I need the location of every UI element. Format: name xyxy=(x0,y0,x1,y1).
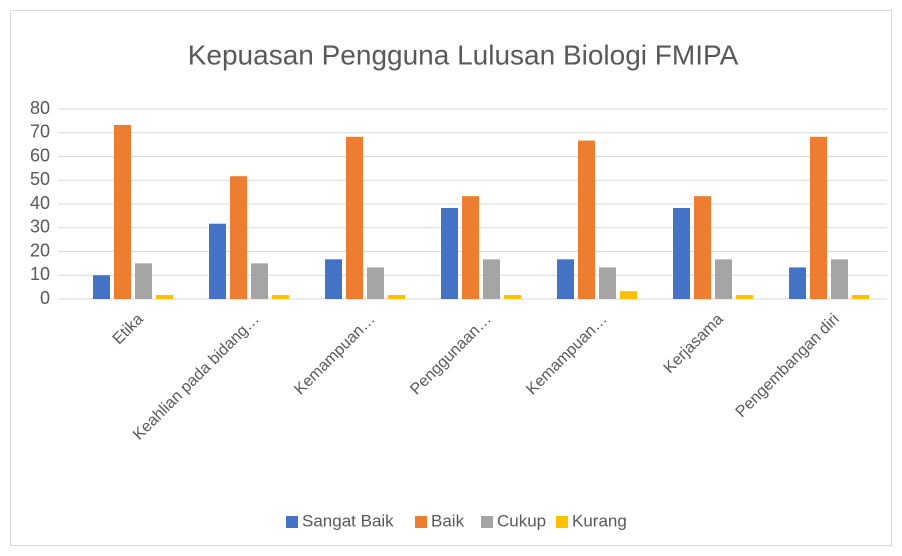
bar xyxy=(599,267,616,299)
y-tick-label: 50 xyxy=(30,169,50,189)
legend-swatch xyxy=(556,516,568,528)
bar xyxy=(388,294,405,299)
bar xyxy=(230,176,247,299)
bar xyxy=(251,263,268,299)
bar xyxy=(557,259,574,299)
bar xyxy=(462,196,479,299)
y-tick-label: 10 xyxy=(30,264,50,284)
y-tick-label: 40 xyxy=(30,193,50,213)
y-tick-label: 70 xyxy=(30,122,50,142)
legend-label: Baik xyxy=(431,511,465,530)
legend-label: Kurang xyxy=(572,511,627,530)
bar xyxy=(272,294,289,299)
bar xyxy=(673,208,690,299)
bar xyxy=(367,267,384,299)
bar xyxy=(93,275,110,299)
y-tick-label: 60 xyxy=(30,145,50,165)
legend-label: Cukup xyxy=(497,511,546,530)
bar xyxy=(114,124,131,299)
legend-label: Sangat Baik xyxy=(302,511,394,530)
bar xyxy=(852,294,869,299)
bar xyxy=(694,196,711,299)
bar xyxy=(810,136,827,299)
bar xyxy=(346,136,363,299)
y-tick-label: 20 xyxy=(30,240,50,260)
chart-title: Kepuasan Pengguna Lulusan Biologi FMIPA xyxy=(188,39,739,70)
bar xyxy=(715,259,732,299)
bar xyxy=(620,291,637,299)
y-tick-label: 80 xyxy=(30,98,50,118)
bar xyxy=(831,259,848,299)
y-tick-label: 0 xyxy=(40,288,50,308)
bar xyxy=(789,267,806,299)
y-tick-label: 30 xyxy=(30,217,50,237)
legend-swatch xyxy=(481,516,493,528)
bar xyxy=(578,140,595,299)
bar xyxy=(209,223,226,299)
bar xyxy=(135,263,152,299)
legend-swatch xyxy=(415,516,427,528)
bar xyxy=(736,294,753,299)
bar xyxy=(441,208,458,299)
bar xyxy=(325,259,342,299)
bar xyxy=(483,259,500,299)
legend-swatch xyxy=(286,516,298,528)
bar xyxy=(504,294,521,299)
bar xyxy=(156,294,173,299)
